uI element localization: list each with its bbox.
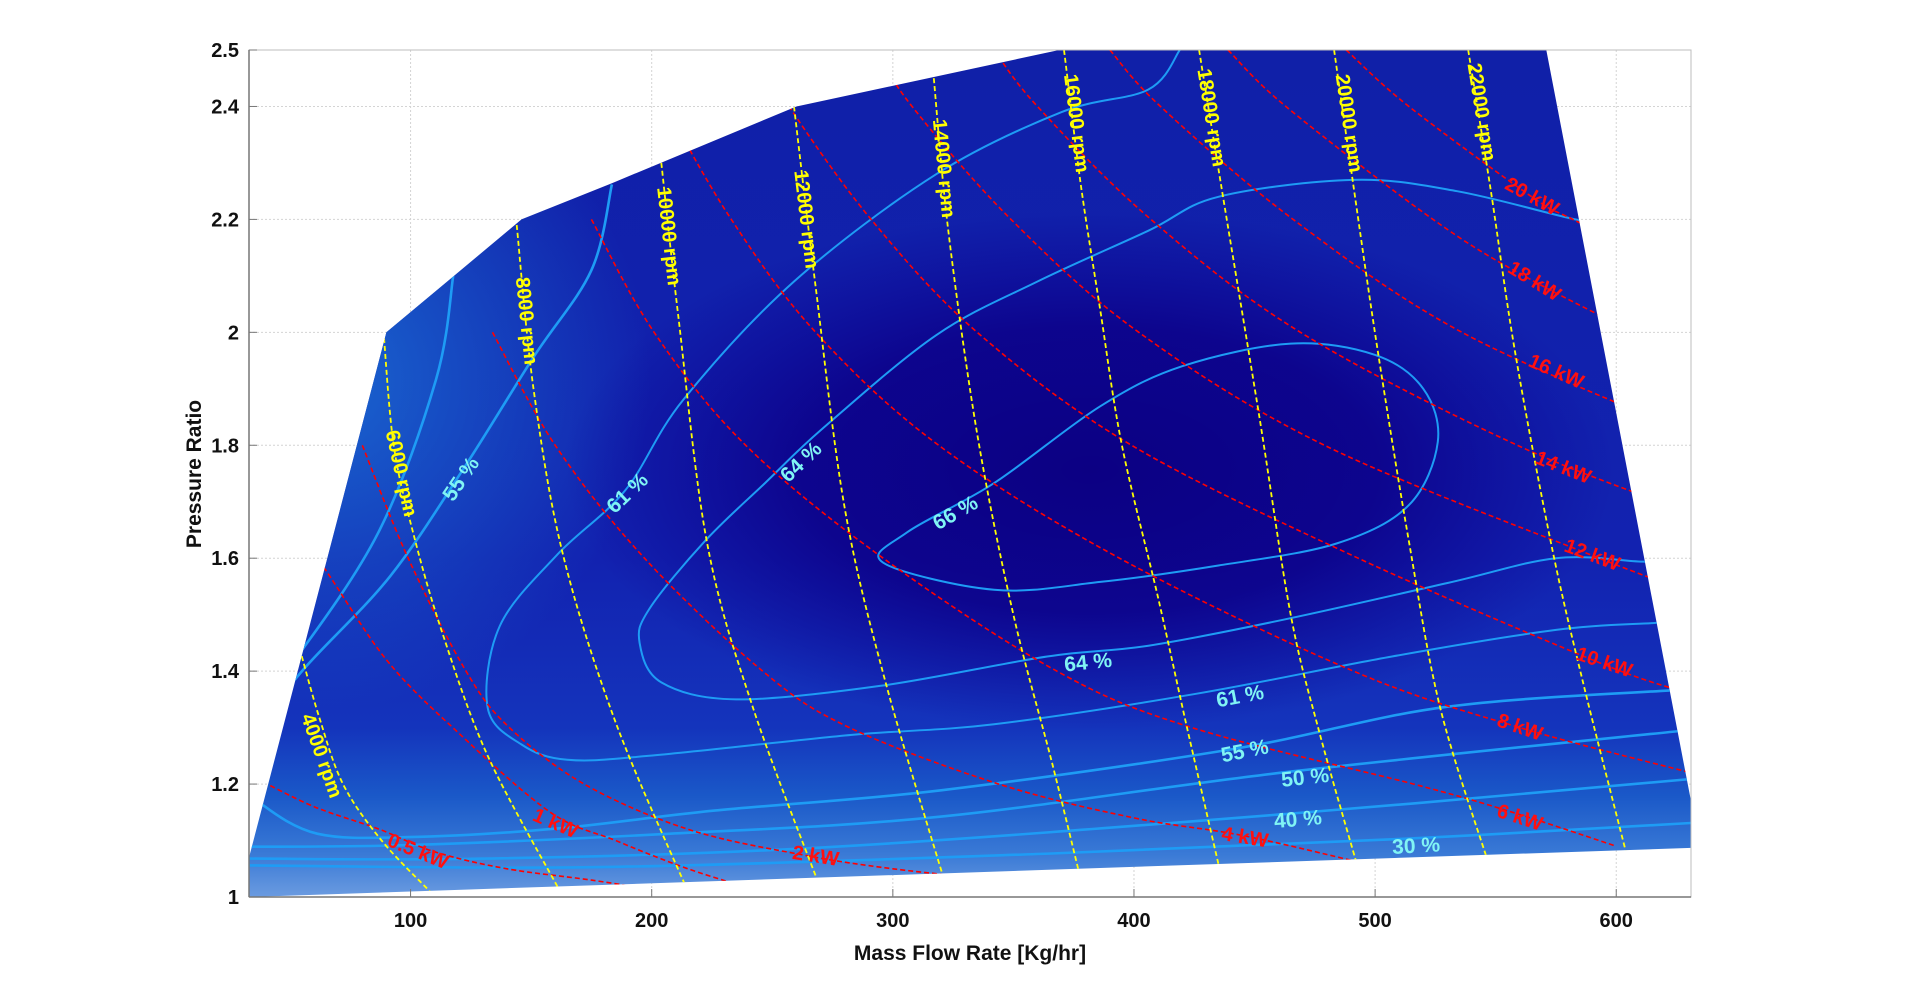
- efficiency-contour-50: [249, 728, 1691, 848]
- power-line-4kw: [491, 331, 1364, 864]
- speed-line-14000rpm: [932, 78, 1082, 881]
- power-line-6kw: [590, 219, 1617, 847]
- x-axis-title: Mass Flow Rate [Kg/hr]: [854, 942, 1086, 965]
- power-line-10kw: [757, 50, 1691, 695]
- speed-line-20000rpm: [1333, 50, 1490, 864]
- efficiency-label-64: 64 %: [1063, 649, 1113, 677]
- y-tick-label: 2.4: [211, 96, 240, 118]
- y-tick-label: 2: [228, 322, 239, 344]
- efficiency-contour-40: [249, 777, 1691, 861]
- power-line-1kw: [265, 489, 761, 893]
- x-tick-label: 400: [1117, 910, 1150, 932]
- power-line-16kw: [1109, 50, 1691, 435]
- efficiency-contour-30: [249, 821, 1691, 869]
- power-line-12kw: [875, 50, 1691, 593]
- y-tick-label: 1.4: [211, 661, 240, 683]
- x-tick-label: 300: [876, 910, 909, 932]
- speed-line-12000rpm: [793, 106, 947, 886]
- x-tick-label: 200: [635, 910, 668, 932]
- y-tick-label: 1.2: [211, 774, 239, 796]
- x-tick-label: 500: [1358, 910, 1391, 932]
- efficiency-label-30: 30 %: [1392, 833, 1441, 859]
- efficiency-label-40: 40 %: [1273, 806, 1323, 833]
- y-tick-label: 1.8: [211, 435, 239, 457]
- x-tick-label: 100: [394, 910, 427, 932]
- speed-line-18000rpm: [1198, 50, 1360, 870]
- speed-line-4000rpm: [298, 648, 431, 893]
- power-line-8kw: [638, 50, 1691, 774]
- speed-line-10000rpm: [660, 162, 822, 889]
- power-line-0-5kw: [255, 777, 664, 893]
- y-tick-label: 2.5: [211, 40, 239, 62]
- speed-line-6000rpm: [383, 337, 561, 892]
- speed-line-16000rpm: [1063, 50, 1222, 875]
- speed-lines: [298, 50, 1627, 893]
- efficiency-contours: [249, 50, 1691, 869]
- speed-line-8000rpm: [515, 224, 689, 892]
- x-tick-label: 600: [1600, 910, 1633, 932]
- efficiency-contour-64: [637, 178, 1691, 701]
- y-tick-label: 1: [228, 887, 239, 909]
- y-tick-label: 2.2: [211, 209, 239, 231]
- efficiency-label-50: 50 %: [1280, 764, 1330, 792]
- axis-ticks: 100 200 300 400 500 600 1 1.2 1.4 1.6 1.8 2 2.2 2.4 2.…: [211, 40, 1633, 932]
- efficiency-contour-61: [485, 50, 1691, 762]
- power-line-2kw: [361, 444, 1067, 887]
- power-line-14kw: [993, 50, 1691, 514]
- efficiency-contour-66: [877, 342, 1440, 592]
- efficiency-contour-55: [249, 687, 1691, 840]
- y-tick-label: 1.6: [211, 548, 239, 570]
- speed-line-22000rpm: [1467, 50, 1627, 853]
- y-axis-title: Pressure Ratio: [183, 400, 206, 548]
